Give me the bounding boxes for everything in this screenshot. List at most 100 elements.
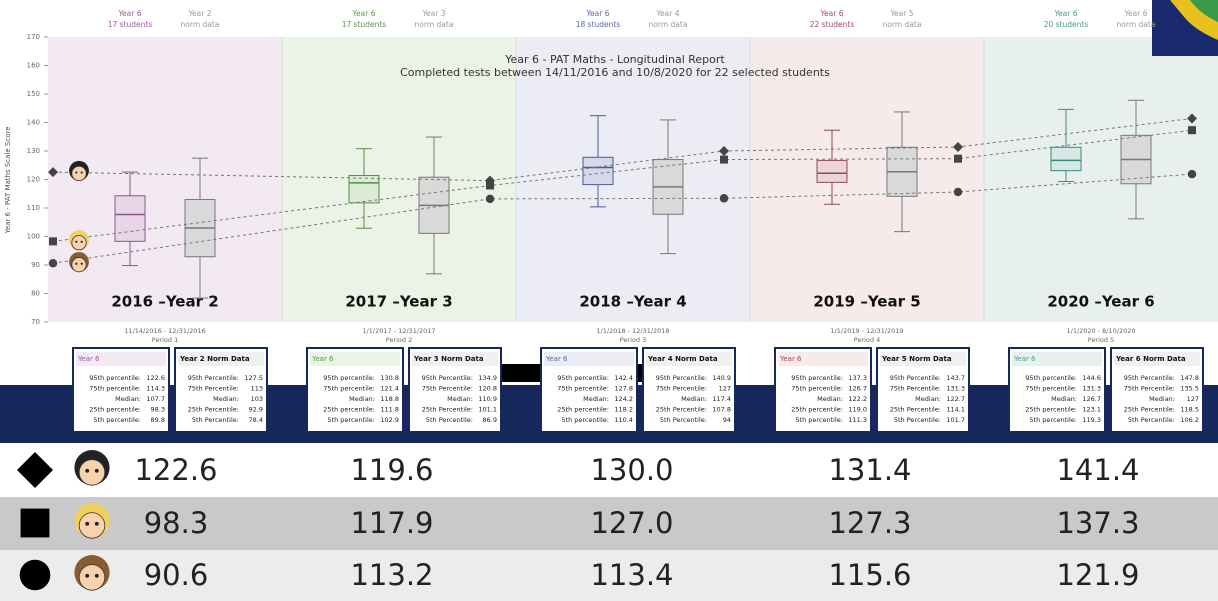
stat-label: 95th percentile: xyxy=(89,374,141,382)
period-label: 2018 –Year 4 xyxy=(579,293,686,311)
stat-label: 5th Percentile: xyxy=(1128,416,1175,424)
avatar-eye xyxy=(85,468,90,473)
stat-value: 131.3 xyxy=(946,385,965,393)
period-header: 17 students xyxy=(108,20,153,29)
stat-label: 95th Percentile: xyxy=(422,374,473,382)
stat-value: 127.8 xyxy=(614,385,633,393)
period-panel xyxy=(516,37,750,322)
avatar-eye xyxy=(85,573,90,578)
stat-value: 144.6 xyxy=(1082,374,1101,382)
period-label: 2019 –Year 5 xyxy=(813,293,920,311)
period-header: Year 6 xyxy=(1123,9,1147,18)
stat-label: Median: xyxy=(681,395,707,403)
stat-card-header xyxy=(76,352,166,366)
stat-value: 122.7 xyxy=(946,395,965,403)
avatar-eye xyxy=(80,240,83,243)
student-marker xyxy=(1187,169,1197,179)
stat-label: 5th Percentile: xyxy=(192,416,239,424)
stat-value: 86.9 xyxy=(483,416,497,424)
stat-label: 25th Percentile: xyxy=(656,406,707,414)
stat-value: 130.8 xyxy=(380,374,399,382)
period-header: 18 students xyxy=(576,20,621,29)
stat-label: Median: xyxy=(115,395,141,403)
table-value: 90.6 xyxy=(144,558,209,592)
student-marker xyxy=(720,155,728,164)
stat-label: 75th Percentile: xyxy=(656,385,707,393)
table-value: 141.4 xyxy=(1056,453,1139,487)
y-tick-label: 150 xyxy=(27,90,40,98)
y-tick-label: 170 xyxy=(27,33,40,41)
table-symbol xyxy=(17,452,53,488)
stat-label: 75th Percentile: xyxy=(422,385,473,393)
stat-value: 127 xyxy=(719,385,731,393)
box xyxy=(582,156,614,186)
stat-value: 92.9 xyxy=(249,406,263,414)
period-panel xyxy=(750,37,984,322)
stat-card-header xyxy=(412,352,498,366)
period-header: 22 students xyxy=(810,20,855,29)
stat-value: 122.6 xyxy=(146,374,165,382)
table-value: 137.3 xyxy=(1056,506,1139,540)
period-header: 20 students xyxy=(1044,20,1089,29)
stat-label: 95th percentile: xyxy=(323,374,375,382)
student-marker xyxy=(1187,113,1197,124)
period-header: norm data xyxy=(181,20,220,29)
stat-value: 143.7 xyxy=(946,374,965,382)
period-header: Year 6 xyxy=(351,9,375,18)
stat-label: 75th percentile: xyxy=(323,385,375,393)
period-header: Year 6 xyxy=(1053,9,1077,18)
student-marker xyxy=(719,146,729,156)
stat-value: 140.9 xyxy=(712,374,731,382)
stat-value: 110.4 xyxy=(614,416,633,424)
stat-label: 95th Percentile: xyxy=(188,374,239,382)
period-header: Year 6 xyxy=(585,9,609,18)
y-tick-label: 100 xyxy=(27,233,40,241)
avatar-face xyxy=(71,235,87,251)
stat-card-title: Year 6 xyxy=(311,355,334,363)
stat-value: 137.3 xyxy=(848,374,867,382)
y-tick-label: 80 xyxy=(31,290,40,298)
stat-label: Median: xyxy=(915,395,941,403)
stat-label: 25th percentile: xyxy=(89,406,141,414)
period-panel xyxy=(48,37,282,322)
student-marker xyxy=(719,194,729,203)
stat-label: 5th Percentile: xyxy=(660,416,707,424)
y-tick-label: 140 xyxy=(27,119,40,127)
stat-card-title: Year 6 xyxy=(779,355,802,363)
stat-value: 102.9 xyxy=(380,416,399,424)
period-panel xyxy=(282,37,516,322)
avatar-face xyxy=(71,165,87,182)
stat-label: 95th Percentile: xyxy=(1124,374,1175,382)
stat-label: 75th Percentile: xyxy=(1124,385,1175,393)
stat-label: 95th percentile: xyxy=(557,374,609,382)
stat-label: Median: xyxy=(1051,395,1077,403)
stat-label: 25th percentile: xyxy=(323,406,375,414)
stat-value: 111.8 xyxy=(380,406,399,414)
stat-value: 94 xyxy=(723,416,731,424)
stat-card-title: Year 6 xyxy=(77,355,100,363)
stat-value: 120.8 xyxy=(478,385,497,393)
avatar-face xyxy=(78,512,106,539)
stat-value: 103 xyxy=(251,395,263,403)
stat-value: 127 xyxy=(1187,395,1199,403)
y-axis-label: Year 6 - PAT Maths Scale Score xyxy=(4,126,12,234)
student-marker xyxy=(954,154,962,163)
stat-label: Median: xyxy=(349,395,375,403)
student-marker xyxy=(48,259,58,268)
stat-value: 121.4 xyxy=(380,385,399,393)
stat-card-title: Year 2 Norm Data xyxy=(179,355,250,363)
stat-value: 101.7 xyxy=(946,416,965,424)
avatar-eye xyxy=(85,521,90,526)
stat-value: 126.7 xyxy=(848,385,867,393)
period-header: Year 6 xyxy=(819,9,843,18)
period-dates: 1/1/2017 - 12/31/2017 xyxy=(362,327,435,335)
stat-value: 111.3 xyxy=(848,416,867,424)
stat-card-header xyxy=(880,352,966,366)
period-panel xyxy=(984,37,1218,322)
table-value: 113.4 xyxy=(590,558,673,592)
stat-label: 75th percentile: xyxy=(1025,385,1077,393)
avatar-face xyxy=(78,564,106,591)
stat-label: 25th Percentile: xyxy=(422,406,473,414)
stat-value: 107.7 xyxy=(146,395,165,403)
period-header: Year 6 xyxy=(117,9,141,18)
